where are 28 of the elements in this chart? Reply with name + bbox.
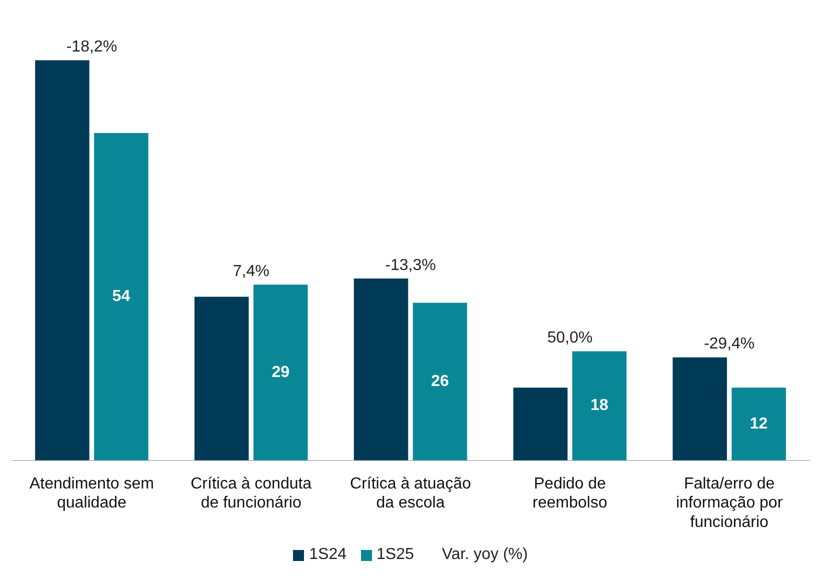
x-tick-label: Atendimento sem qualidade: [29, 475, 154, 512]
annotation: 50,0%: [547, 330, 593, 347]
annotation: -18,2%: [66, 38, 118, 56]
legend-label: 1S24: [308, 546, 347, 564]
bar: [94, 133, 148, 460]
bar: [194, 296, 249, 460]
bar: [35, 60, 90, 460]
text: Var. yoy (%): [442, 546, 528, 564]
data-label: 29: [272, 364, 290, 381]
x-tick-label: Crítica à atuação da escola: [350, 475, 472, 512]
bar: [572, 351, 627, 460]
data-label: 18: [590, 397, 608, 414]
data-label: 12: [750, 415, 768, 432]
bar: [672, 357, 727, 460]
bar: [354, 278, 408, 460]
annotation: 7,4%: [232, 262, 270, 280]
x-tick-label: Pedido de reembolso: [532, 475, 608, 512]
bar: [513, 388, 568, 460]
annotation: -29,4%: [704, 336, 755, 353]
data-label: 26: [431, 372, 449, 390]
x-tick-label: Falta/erro de informação por funcionário: [676, 475, 784, 531]
x-tick-label: Crítica à conduta de funcionário: [190, 475, 312, 512]
annotation: -13,3%: [385, 256, 436, 274]
bar: [732, 388, 786, 460]
data-label: 54: [112, 288, 130, 306]
legend-label: 1S25: [376, 546, 414, 564]
bar: [412, 302, 468, 460]
bar: [253, 284, 308, 460]
